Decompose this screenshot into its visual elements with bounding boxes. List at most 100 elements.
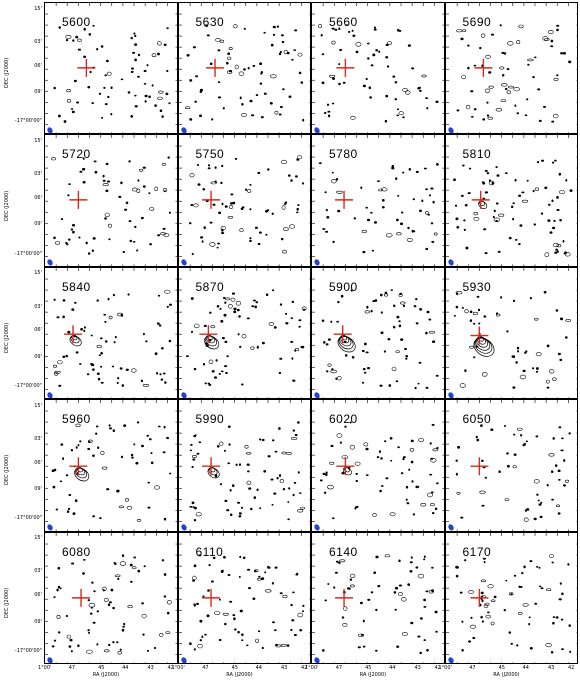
noise-contour	[292, 429, 295, 432]
noise-contour	[563, 251, 567, 254]
beam-ellipse	[447, 127, 454, 134]
y-tick-label: 03'	[34, 435, 42, 442]
noise-contour	[58, 630, 61, 634]
noise-contour	[557, 597, 562, 600]
noise-contour	[460, 620, 463, 623]
noise-contour	[293, 349, 296, 352]
noise-contour	[329, 461, 335, 465]
noise-contour	[473, 212, 478, 216]
noise-contour	[540, 212, 543, 216]
noise-contour	[269, 74, 277, 79]
channel-panel-plot	[312, 135, 444, 266]
noise-contour	[232, 24, 238, 29]
noise-contour	[495, 202, 499, 205]
noise-contour	[484, 54, 491, 59]
noise-contour	[273, 628, 277, 631]
noise-contour	[505, 330, 509, 333]
noise-contour	[526, 63, 530, 66]
noise-contour	[196, 643, 203, 648]
noise-contour	[113, 561, 116, 564]
noise-contour	[402, 171, 405, 174]
noise-contour	[362, 645, 366, 648]
noise-contour	[190, 466, 194, 469]
noise-contour	[456, 109, 459, 112]
noise-contour	[545, 379, 550, 384]
noise-contour	[87, 252, 91, 256]
noise-contour	[461, 29, 466, 32]
noise-contour	[244, 188, 247, 192]
noise-contour	[249, 507, 252, 511]
noise-contour	[332, 77, 335, 80]
noise-contour	[83, 27, 86, 31]
noise-contour	[471, 636, 475, 639]
noise-contour	[404, 90, 411, 95]
noise-contour	[430, 187, 434, 190]
noise-contour	[278, 52, 281, 56]
noise-contour	[212, 203, 216, 207]
noise-contour	[296, 421, 300, 424]
noise-contour	[240, 102, 244, 106]
noise-contour	[566, 562, 569, 566]
noise-contour	[564, 336, 568, 339]
noise-contour	[332, 241, 335, 244]
noise-contour	[168, 211, 171, 215]
noise-contour	[351, 29, 354, 32]
emission-contour	[203, 335, 219, 350]
velocity-label: 5900	[329, 279, 358, 294]
noise-contour	[557, 352, 561, 355]
noise-contour	[92, 24, 95, 27]
channel-panel-plot	[45, 267, 177, 399]
noise-contour	[526, 58, 534, 62]
noise-contour	[321, 53, 325, 56]
noise-contour	[125, 498, 129, 502]
noise-contour	[495, 108, 502, 112]
noise-contour	[70, 449, 74, 452]
noise-contour	[419, 651, 422, 654]
noise-contour	[348, 30, 351, 33]
noise-contour	[501, 73, 504, 77]
noise-contour	[478, 490, 486, 494]
noise-contour	[74, 301, 77, 304]
noise-contour	[482, 466, 486, 469]
noise-contour	[298, 71, 301, 75]
noise-contour	[65, 474, 69, 477]
noise-contour	[555, 28, 559, 32]
noise-contour	[222, 555, 226, 559]
noise-contour	[484, 252, 488, 255]
noise-contour	[293, 633, 297, 636]
noise-contour	[511, 354, 515, 358]
noise-contour	[56, 588, 59, 591]
noise-contour	[225, 355, 229, 357]
noise-contour	[295, 572, 298, 575]
noise-contour	[534, 435, 538, 438]
noise-contour	[417, 635, 421, 638]
channel-panel-plot	[178, 532, 311, 663]
noise-contour	[559, 449, 564, 452]
noise-contour	[166, 69, 169, 73]
noise-contour	[263, 570, 266, 573]
noise-contour	[110, 112, 113, 116]
noise-contour	[88, 631, 91, 634]
noise-contour	[216, 445, 220, 448]
noise-contour	[567, 60, 571, 64]
noise-contour	[299, 506, 305, 510]
noise-contour	[323, 491, 327, 495]
y-tick-label: 09'	[34, 486, 42, 493]
noise-contour	[104, 74, 107, 77]
noise-contour	[126, 506, 133, 510]
noise-contour	[114, 574, 121, 577]
noise-contour	[379, 384, 383, 387]
x-tick-label: 1°00'	[305, 665, 319, 671]
noise-contour	[58, 114, 61, 118]
noise-contour	[402, 304, 406, 307]
noise-contour	[246, 470, 250, 473]
noise-contour	[453, 314, 456, 317]
noise-contour	[516, 349, 519, 353]
noise-contour	[68, 238, 71, 242]
noise-contour	[405, 498, 408, 502]
noise-contour	[379, 293, 383, 297]
noise-contour	[106, 180, 111, 183]
noise-contour	[54, 370, 61, 374]
noise-contour	[396, 315, 400, 319]
